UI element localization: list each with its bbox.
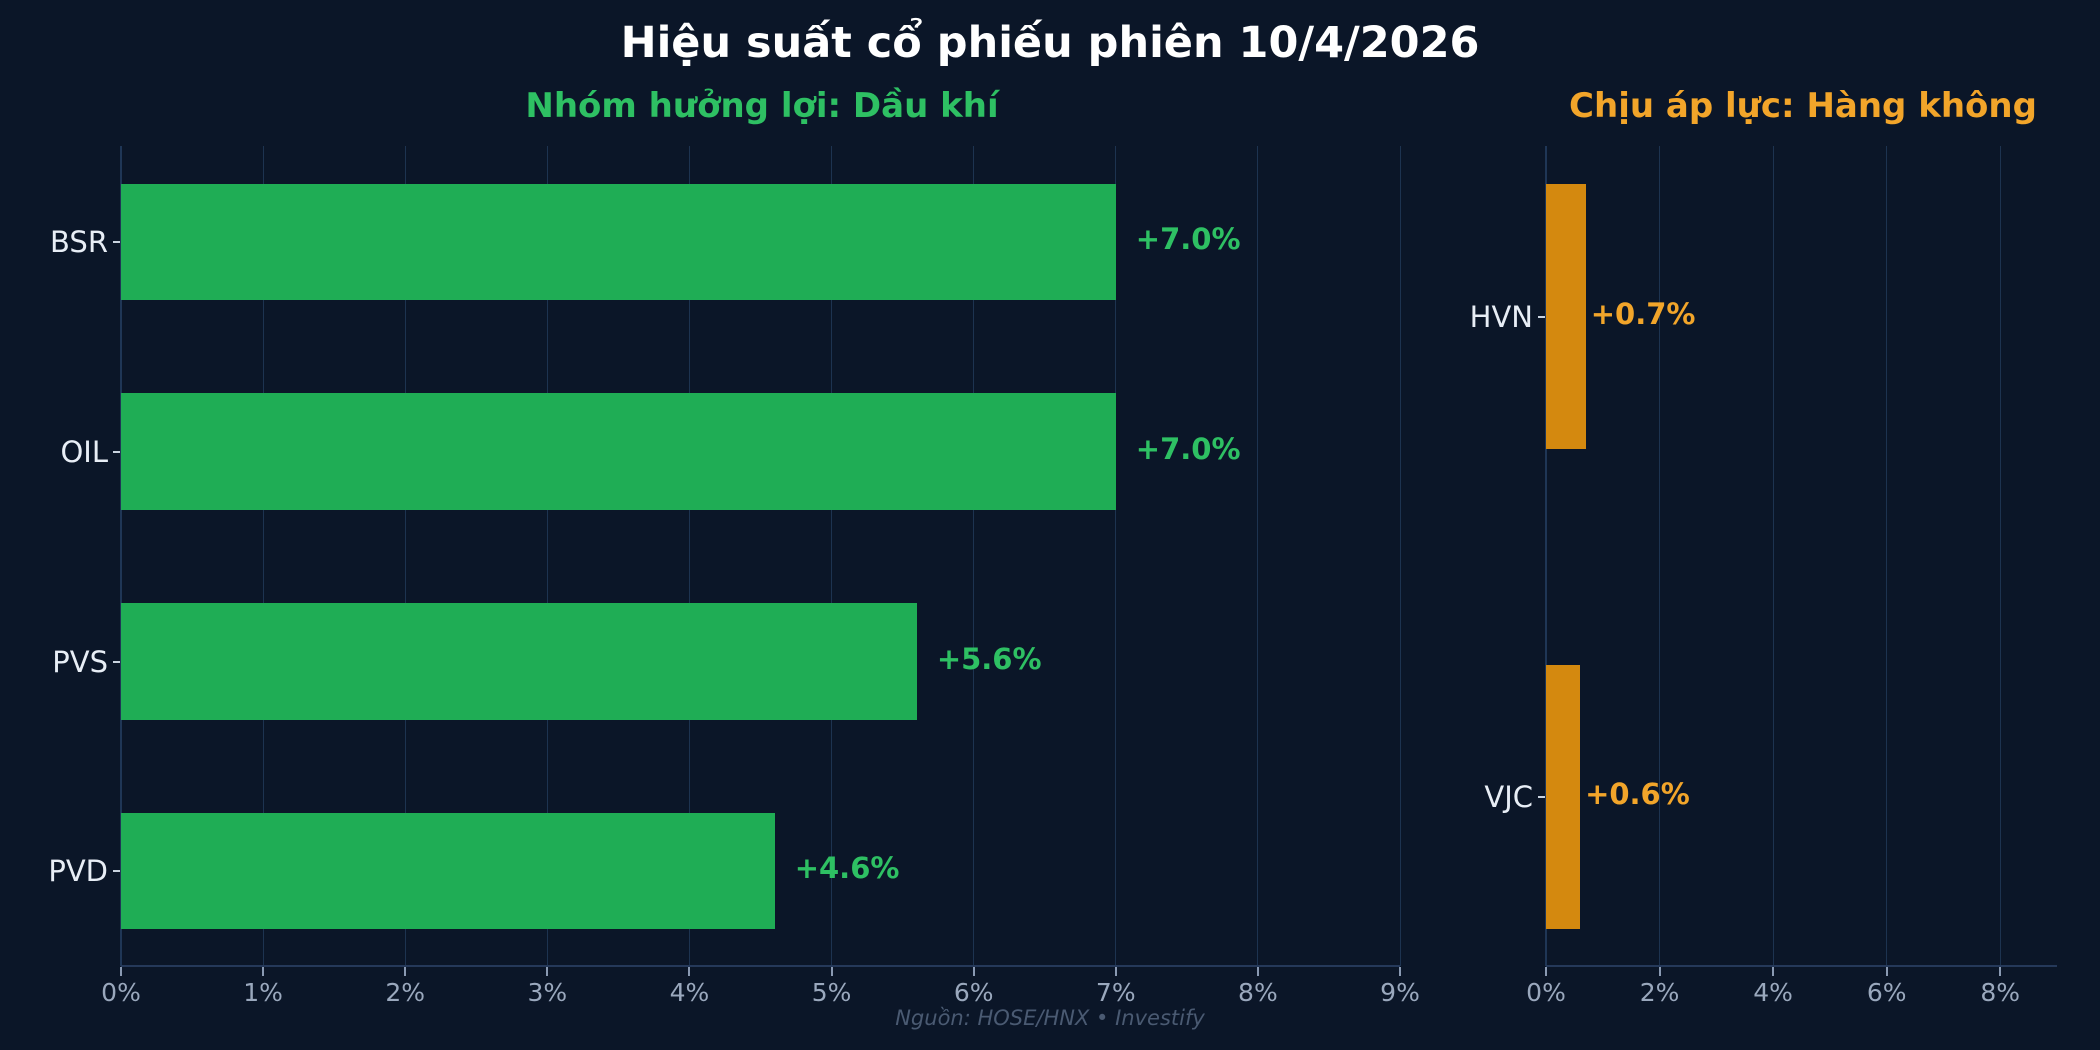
y-label-pvd: PVD [48, 854, 108, 888]
x-tick-label: 6% [1866, 978, 1907, 1007]
chart-title: Hiệu suất cổ phiếu phiên 10/4/2026 [620, 18, 1480, 68]
gridline [1257, 146, 1259, 966]
gridline [1886, 146, 1888, 966]
x-tick-label: 2% [1639, 978, 1680, 1007]
gridline [1999, 146, 2001, 966]
x-tick-label: 4% [1753, 978, 1793, 1007]
x-tick [1772, 967, 1775, 976]
x-tick [1399, 967, 1401, 976]
gridline [1772, 146, 1774, 966]
x-tick-label: 0% [1526, 978, 1566, 1007]
bar-hvn [1546, 184, 1586, 449]
gridline [973, 146, 975, 966]
x-tick-label: 1% [243, 978, 283, 1007]
x-tick-label: 9% [1380, 978, 1420, 1007]
y-tick [1538, 796, 1545, 798]
x-tick [1114, 967, 1117, 976]
x-axis-line [1546, 965, 2057, 967]
x-tick [830, 967, 833, 976]
x-tick [1658, 967, 1661, 976]
right-panel-subtitle: Chịu áp lực: Hàng không [1569, 86, 2037, 126]
y-tick [113, 660, 120, 663]
x-tick [546, 967, 549, 976]
value-label-vjc: +0.6% [1585, 777, 1690, 811]
right-bar-chart: 0% 2% 4% 6% 8% HVN +0.7% VJC +0.6% [1470, 146, 2057, 1007]
x-tick [1885, 967, 1888, 976]
y-tick [113, 450, 120, 453]
bar-bsr [121, 184, 1116, 300]
x-tick-label: 8% [1238, 978, 1278, 1007]
gridline [1115, 146, 1117, 966]
x-tick [1256, 967, 1259, 976]
value-label-bsr: +7.0% [1135, 222, 1241, 256]
value-label-hvn: +0.7% [1590, 296, 1696, 331]
value-label-pvd: +4.6% [794, 851, 900, 885]
y-axis-line [120, 146, 122, 966]
x-tick [1545, 967, 1547, 976]
x-tick [1999, 967, 2002, 976]
source-note: Nguồn: HOSE/HNX • Investify [895, 1006, 1205, 1030]
y-tick [1538, 315, 1545, 318]
x-axis-line [121, 965, 1400, 967]
gridline [1659, 146, 1661, 966]
left-panel-subtitle: Nhóm hưởng lợi: Dầu khí [525, 86, 999, 126]
gridline [831, 146, 833, 966]
value-label-pvs: +5.6% [936, 641, 1042, 676]
x-tick [120, 967, 122, 976]
y-tick [113, 870, 120, 872]
gridline [262, 146, 264, 966]
x-tick-label: 6% [953, 978, 994, 1007]
x-tick-label: 0% [101, 978, 141, 1007]
y-label-pvs: PVS [52, 644, 108, 679]
bar-pvs [121, 603, 917, 720]
x-tick [262, 967, 265, 976]
x-tick [972, 967, 975, 976]
gridline [1399, 146, 1401, 966]
left-bar-chart: 0% 1% 2% 3% 4% 5% 6% 7% 8% 9% BSR +7.0% OIL +7.0% PVS +… [48, 146, 1420, 1007]
bar-oil [121, 393, 1116, 510]
x-tick-label: 5% [811, 978, 852, 1007]
gridline [546, 146, 548, 966]
y-label-hvn: HVN [1469, 299, 1533, 334]
x-tick-label: 4% [669, 978, 710, 1007]
gridline [688, 146, 690, 966]
y-axis-line [1545, 146, 1547, 966]
y-label-vjc: VJC [1484, 780, 1533, 814]
x-tick [404, 967, 407, 976]
gridline [404, 146, 406, 966]
y-tick [113, 241, 120, 243]
x-tick [688, 967, 691, 976]
x-tick-label: 3% [527, 978, 568, 1007]
bar-pvd [121, 813, 775, 929]
bar-vjc [1546, 665, 1581, 929]
value-label-oil: +7.0% [1135, 431, 1241, 466]
y-label-bsr: BSR [50, 225, 108, 259]
x-tick-label: 7% [1095, 978, 1136, 1007]
x-tick-label: 2% [385, 978, 426, 1007]
y-label-oil: OIL [60, 434, 108, 469]
x-tick-label: 8% [1980, 978, 2021, 1007]
